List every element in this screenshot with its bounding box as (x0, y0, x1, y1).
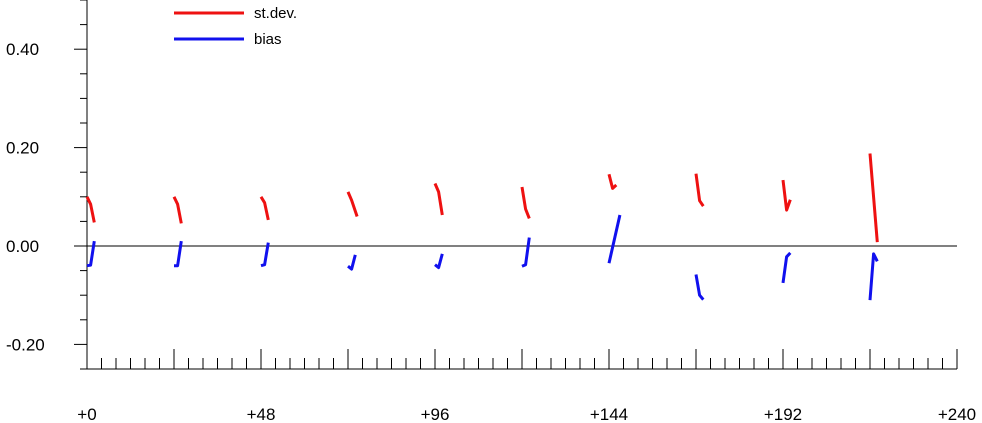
series-line-segment (607, 173, 618, 190)
series-line-segment (781, 251, 792, 284)
x-tick-label: +240 (938, 405, 976, 423)
series-line-segment (86, 240, 96, 268)
series-line-segment (868, 252, 879, 301)
series-line-segment (521, 237, 531, 268)
legend-entry-label: st.dev. (254, 5, 297, 22)
series-line-segment (694, 173, 705, 207)
y-tick-label: 0.40 (6, 40, 39, 59)
x-tick-label: +192 (764, 405, 802, 423)
x-tick-label: +144 (590, 405, 628, 423)
y-tick-label: -0.20 (6, 335, 45, 354)
series-line-segment (172, 196, 183, 224)
legend: st.dev. bias (174, 5, 297, 48)
series-line-segment (174, 240, 183, 268)
series-line-segment (434, 253, 444, 270)
series-0 (85, 153, 879, 243)
series-line-segment (694, 274, 705, 301)
x-tick-label: +0 (77, 405, 96, 423)
series-line-segment (346, 191, 359, 217)
y-tick-label: 0.20 (6, 139, 39, 158)
series-line-segment (607, 214, 622, 264)
y-tick-label: 0.00 (6, 237, 39, 256)
series-line-segment (259, 196, 270, 221)
x-tick-label: +96 (421, 405, 450, 423)
series-line-segment (85, 196, 96, 223)
series-line-segment (520, 186, 531, 219)
series-line-segment (433, 182, 444, 216)
series-line-segment (868, 153, 879, 243)
series-line-segment (260, 242, 270, 268)
data-series (85, 153, 879, 301)
legend-entry-label: bias (254, 31, 282, 48)
series-line-segment (781, 179, 792, 212)
axes: +0 +48 +96 +144 +192 +240 0.40 0.20 0.00 -0.20 (6, 0, 976, 423)
series-1 (86, 214, 879, 301)
series-line-segment (347, 254, 357, 271)
x-tick-label: +48 (247, 405, 276, 423)
